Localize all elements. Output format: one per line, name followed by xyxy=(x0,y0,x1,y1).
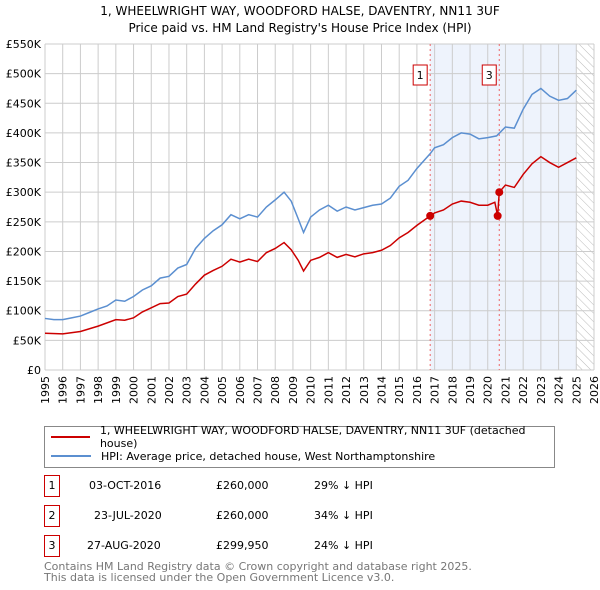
x-tick-label: 1996 xyxy=(57,376,70,404)
x-tick-label: 2006 xyxy=(234,376,247,404)
x-tick-label: 2019 xyxy=(464,376,477,404)
x-tick-label: 2018 xyxy=(446,376,459,404)
x-tick-label: 2023 xyxy=(535,376,548,404)
transaction-date: 23-JUL-2020 xyxy=(94,509,162,522)
sale-point xyxy=(493,211,502,220)
x-tick-label: 2009 xyxy=(287,376,300,404)
transaction-number: 1 xyxy=(44,475,60,497)
transaction-price: £260,000 xyxy=(216,479,269,492)
legend-label: 1, WHEELWRIGHT WAY, WOODFORD HALSE, DAVE… xyxy=(99,424,526,450)
chart-title: 1, WHEELWRIGHT WAY, WOODFORD HALSE, DAVE… xyxy=(100,4,500,18)
y-tick-label: £200K xyxy=(6,245,42,258)
x-tick-label: 2022 xyxy=(517,376,530,404)
transaction-date: 27-AUG-2020 xyxy=(87,539,161,552)
x-tick-label: 1999 xyxy=(110,376,123,404)
x-tick-label: 2020 xyxy=(482,376,495,404)
x-tick-label: 2024 xyxy=(553,376,566,404)
x-tick-label: 1995 xyxy=(39,376,52,404)
x-tick-label: 2021 xyxy=(499,376,512,404)
transaction-hpi: 24% ↓ HPI xyxy=(314,539,373,552)
y-tick-label: £550K xyxy=(6,38,42,51)
sale-label: 1 xyxy=(417,69,424,82)
footer-copyright: Contains HM Land Registry data © Crown c… xyxy=(44,560,472,573)
transaction-row: 1 03-OCT-2016 £260,000 29% ↓ HPI xyxy=(44,475,444,497)
y-tick-label: £500K xyxy=(6,68,42,81)
transaction-hpi: 29% ↓ HPI xyxy=(314,479,373,492)
y-tick-label: £50K xyxy=(13,334,42,347)
transaction-date: 03-OCT-2016 xyxy=(89,479,162,492)
y-tick-label: £450K xyxy=(6,97,42,110)
x-tick-label: 1998 xyxy=(92,376,105,404)
x-tick-label: 2025 xyxy=(570,376,583,404)
transaction-price: £260,000 xyxy=(216,509,269,522)
x-tick-label: 1997 xyxy=(74,376,87,404)
x-tick-label: 2014 xyxy=(375,376,388,404)
hatched-projection xyxy=(576,44,594,370)
x-tick-label: 2026 xyxy=(588,376,600,404)
series-line-hpi xyxy=(44,87,577,321)
transaction-hpi: 34% ↓ HPI xyxy=(314,509,373,522)
legend-item-property: 1, WHEELWRIGHT WAY, WOODFORD HALSE, DAVE… xyxy=(51,424,554,450)
x-tick-label: 2013 xyxy=(358,376,371,404)
x-tick-label: 2008 xyxy=(269,376,282,404)
x-tick-label: 2002 xyxy=(163,376,176,404)
legend-item-hpi: HPI: Average price, detached house, West… xyxy=(51,447,435,465)
transaction-number: 2 xyxy=(44,505,60,527)
shaded-period xyxy=(430,44,577,370)
x-tick-label: 2003 xyxy=(181,376,194,404)
sale-point xyxy=(495,188,504,197)
x-tick-label: 2001 xyxy=(145,376,158,404)
x-tick-label: 2007 xyxy=(252,376,265,404)
y-tick-label: £400K xyxy=(6,127,42,140)
legend: 1, WHEELWRIGHT WAY, WOODFORD HALSE, DAVE… xyxy=(44,424,555,468)
y-tick-label: £350K xyxy=(6,157,42,170)
x-tick-label: 2017 xyxy=(429,376,442,404)
footer-licence: This data is licensed under the Open Gov… xyxy=(44,571,395,584)
y-tick-label: £100K xyxy=(6,305,42,318)
transaction-number: 3 xyxy=(44,535,60,557)
transaction-row: 2 23-JUL-2020 £260,000 34% ↓ HPI xyxy=(44,505,444,527)
price-chart: 1995 1996 1997 1998 1999 2000 2001 2002 2003 2004… xyxy=(6,38,600,404)
x-tick-label: 2015 xyxy=(393,376,406,404)
transaction-row: 3 27-AUG-2020 £299,950 24% ↓ HPI xyxy=(44,535,444,557)
y-tick-label: £250K xyxy=(6,216,42,229)
transaction-price: £299,950 xyxy=(216,539,269,552)
y-tick-label: £150K xyxy=(6,275,42,288)
red-line-swatch xyxy=(51,436,90,438)
blue-line-swatch xyxy=(51,455,91,457)
x-tick-label: 2011 xyxy=(322,376,335,404)
sale-label: 3 xyxy=(486,69,493,82)
x-tick-label: 2010 xyxy=(305,376,318,404)
x-tick-label: 2000 xyxy=(128,376,141,404)
sale-point xyxy=(426,211,435,220)
sale-label-box xyxy=(481,64,497,86)
x-tick-label: 2016 xyxy=(411,376,424,404)
x-tick-label: 2004 xyxy=(198,376,211,404)
x-tick-label: 2012 xyxy=(340,376,353,404)
legend-label: HPI: Average price, detached house, West… xyxy=(101,449,436,463)
chart-subtitle: Price paid vs. HM Land Registry's House … xyxy=(128,21,472,35)
y-tick-label: £300K xyxy=(6,186,42,199)
y-tick-label: £0 xyxy=(27,364,41,377)
sale-label-box xyxy=(412,64,428,86)
x-tick-label: 2005 xyxy=(216,376,229,404)
